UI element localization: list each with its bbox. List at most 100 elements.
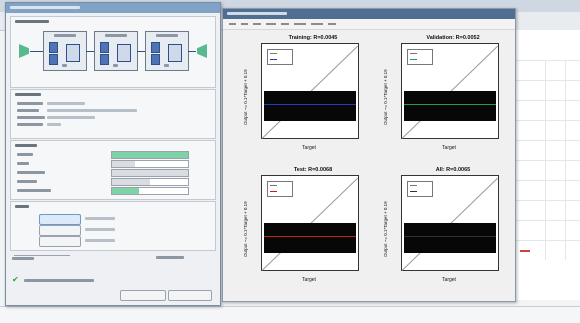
x-axis-label: Target	[442, 145, 456, 151]
weight-icon	[151, 42, 160, 53]
data-points	[404, 223, 496, 253]
group-title	[15, 205, 29, 208]
y-axis-label: Output ~= 0.1*Target + 0.19	[243, 69, 248, 125]
layer-size	[164, 64, 169, 67]
grid-line	[515, 220, 580, 221]
time-progress	[111, 160, 189, 168]
calculations-value	[47, 123, 61, 126]
layer-title	[105, 34, 127, 37]
regression-axes[interactable]	[401, 43, 499, 139]
legend-swatch	[410, 53, 417, 54]
progress-fill	[112, 188, 139, 194]
grid-line	[515, 160, 580, 161]
layer-size	[62, 64, 67, 67]
fit-line	[264, 236, 356, 237]
regression-axes[interactable]	[401, 175, 499, 271]
plots-group	[10, 201, 216, 251]
plot-menubar	[223, 19, 515, 30]
data-points	[264, 91, 356, 121]
fit-line	[404, 104, 496, 105]
bias-icon	[49, 54, 58, 65]
check-icon: ✔	[12, 275, 19, 284]
training-value	[47, 109, 137, 112]
grid-line	[515, 140, 580, 141]
bias-icon	[151, 54, 160, 65]
connector-arrow	[30, 51, 43, 52]
grid-line	[515, 200, 580, 201]
activation-icon	[168, 44, 182, 62]
regression-axes[interactable]	[261, 43, 359, 139]
plot-hint	[85, 239, 115, 242]
data-division-label	[17, 102, 43, 105]
menu-item[interactable]	[253, 23, 261, 25]
fit-line	[404, 236, 496, 237]
grid-line	[515, 120, 580, 121]
performance-plot-button[interactable]	[39, 214, 81, 225]
menu-item[interactable]	[311, 23, 323, 25]
connector-arrow	[86, 51, 94, 52]
hidden-layer-box	[43, 31, 87, 71]
legend-swatch	[270, 53, 277, 54]
training-label	[17, 109, 39, 112]
menu-item[interactable]	[328, 23, 336, 25]
plot-legend	[267, 181, 293, 197]
cancel-button[interactable]	[168, 290, 212, 301]
x-axis-label: Target	[302, 277, 316, 283]
legend-swatch	[270, 185, 277, 186]
x-axis-label: Target	[302, 145, 316, 151]
grid-line	[515, 60, 580, 61]
menu-item[interactable]	[294, 23, 306, 25]
input-icon	[19, 44, 29, 58]
performance-label	[17, 116, 45, 119]
plot-legend	[407, 181, 433, 197]
grid-line	[565, 60, 566, 260]
group-title	[15, 93, 41, 96]
grid-line	[515, 180, 580, 181]
legend-swatch	[410, 191, 417, 192]
progress-fill	[112, 152, 188, 158]
progress-fill	[112, 170, 188, 176]
regression-axes[interactable]	[261, 175, 359, 271]
plot-interval-label	[12, 257, 34, 260]
epoch-label	[17, 153, 33, 156]
window-title-text	[227, 12, 287, 15]
performance-progress	[111, 169, 189, 177]
layer-size	[113, 64, 118, 67]
menu-item[interactable]	[229, 23, 236, 25]
progress-fill	[112, 179, 150, 185]
training-state-plot-button[interactable]	[39, 225, 81, 236]
plot-title: Test: R=0.0068	[293, 167, 333, 173]
plot-window-titlebar[interactable]	[223, 9, 515, 19]
gradient-label	[17, 180, 37, 183]
weight-icon	[100, 42, 109, 53]
validation-checks-progress	[111, 187, 189, 195]
plot-title: Validation: R=0.0052	[426, 35, 480, 41]
layer-title	[156, 34, 178, 37]
layer-title	[54, 34, 76, 37]
grid-line	[515, 100, 580, 101]
menu-item[interactable]	[266, 23, 276, 25]
network-group	[10, 16, 216, 88]
plot-interval-track[interactable]	[14, 255, 70, 256]
legend-swatch	[270, 59, 277, 60]
legend-swatch	[410, 185, 417, 186]
weight-icon	[49, 42, 58, 53]
output-layer-box	[145, 31, 189, 71]
menu-item[interactable]	[241, 23, 248, 25]
data-division-value	[47, 102, 85, 105]
connector-arrow	[137, 51, 145, 52]
regression-plot-button[interactable]	[39, 236, 81, 247]
nntraintool-titlebar[interactable]	[6, 3, 220, 13]
algorithms-group	[10, 89, 216, 139]
background-spreadsheet[interactable]	[515, 30, 580, 300]
stop-training-button[interactable]	[120, 290, 166, 301]
performance-value	[47, 116, 95, 119]
background-statusbar	[0, 306, 580, 323]
plot-title: All: R=0.0065	[435, 167, 471, 173]
group-title	[15, 20, 49, 23]
fit-line	[264, 104, 356, 105]
output-icon	[197, 44, 207, 58]
grid-line	[515, 80, 580, 81]
group-title	[15, 144, 37, 147]
menu-item[interactable]	[281, 23, 289, 25]
